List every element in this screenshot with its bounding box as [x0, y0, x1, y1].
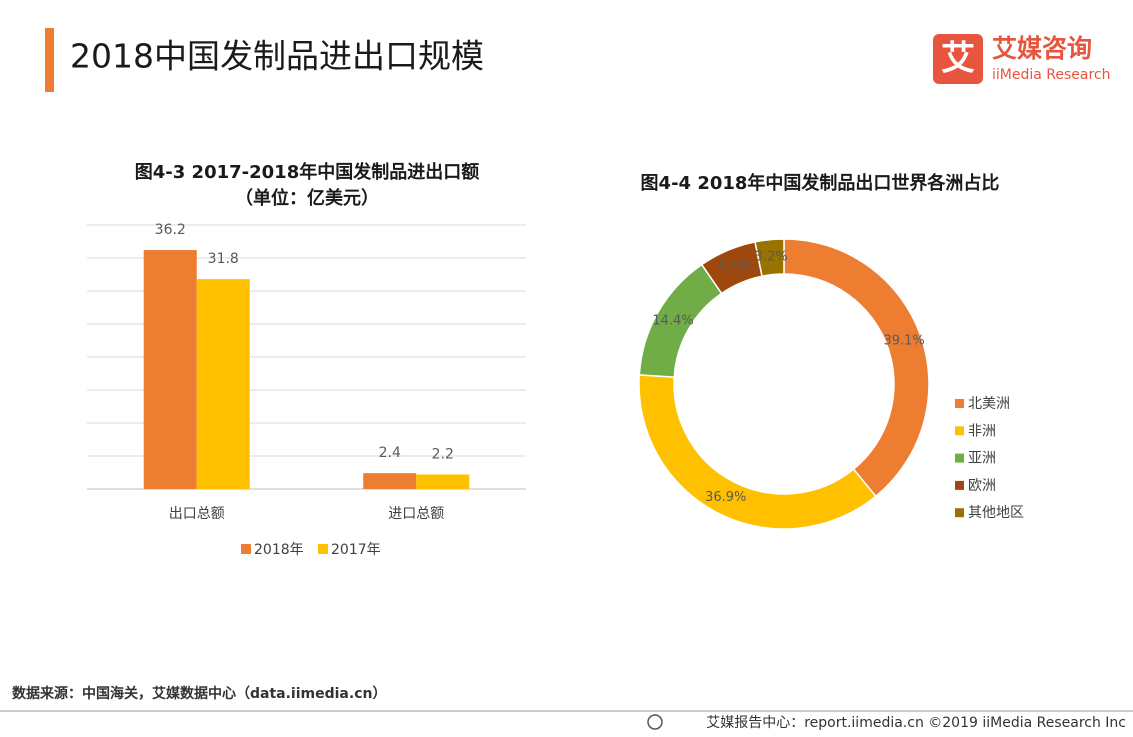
data-label: 6.4% — [718, 259, 751, 274]
data-label: 36.2 — [155, 222, 186, 238]
footer-icon — [647, 714, 663, 730]
bar — [143, 250, 197, 489]
bar — [363, 473, 417, 489]
legend-swatch — [955, 453, 964, 463]
pie-slice — [754, 238, 785, 278]
logo-box — [933, 34, 983, 84]
footer: 艾媒报告中心：report.iimedia.cn ©2019 iiMedia R… — [706, 715, 1126, 731]
x-tick-label: 出口总额 — [169, 506, 225, 522]
pie-slice — [783, 238, 930, 498]
data-label: 2.2 — [432, 446, 454, 462]
legend-label: 其他地区 — [968, 505, 1024, 521]
logo-name: 艾媒咨询 — [992, 34, 1092, 63]
legend-swatch — [955, 426, 964, 436]
legend-label: 亚洲 — [968, 451, 996, 467]
data-label: 3.2% — [755, 250, 788, 265]
bar — [196, 279, 250, 489]
data-label: 39.1% — [883, 334, 924, 349]
data-label: 14.4% — [652, 314, 693, 329]
legend-label: 北美洲 — [968, 396, 1010, 412]
legend-label: 欧洲 — [968, 478, 996, 494]
legend-swatch — [955, 480, 964, 490]
chart-title: 图4-4 2018年中国发制品出口世界各洲占比 — [641, 172, 1000, 194]
title-accent — [45, 28, 54, 92]
pie-slice — [638, 374, 877, 530]
page-title: 2018中国发制品进出口规模 — [70, 37, 484, 76]
legend-swatch — [241, 544, 251, 554]
chart-title: 图4-3 2017-2018年中国发制品进出口额 — [135, 161, 479, 183]
x-tick-label: 进口总额 — [388, 506, 444, 522]
legend-swatch — [318, 544, 328, 554]
logo-icon: 艾 — [941, 39, 975, 79]
data-label: 2.4 — [379, 445, 401, 461]
legend-swatch — [955, 508, 964, 518]
legend-label: 2017年 — [331, 542, 381, 558]
logo-sub: iiMedia Research — [992, 67, 1111, 83]
data-label: 31.8 — [208, 251, 239, 267]
source: 数据来源：中国海关，艾媒数据中心（data.iimedia.cn） — [12, 685, 386, 702]
legend-swatch — [955, 399, 964, 408]
legend-label: 2018年 — [254, 542, 304, 558]
data-label: 36.9% — [705, 490, 746, 505]
chart-subtitle: （单位：亿美元） — [235, 187, 379, 209]
legend-label: 非洲 — [968, 423, 996, 439]
bar — [416, 474, 470, 489]
